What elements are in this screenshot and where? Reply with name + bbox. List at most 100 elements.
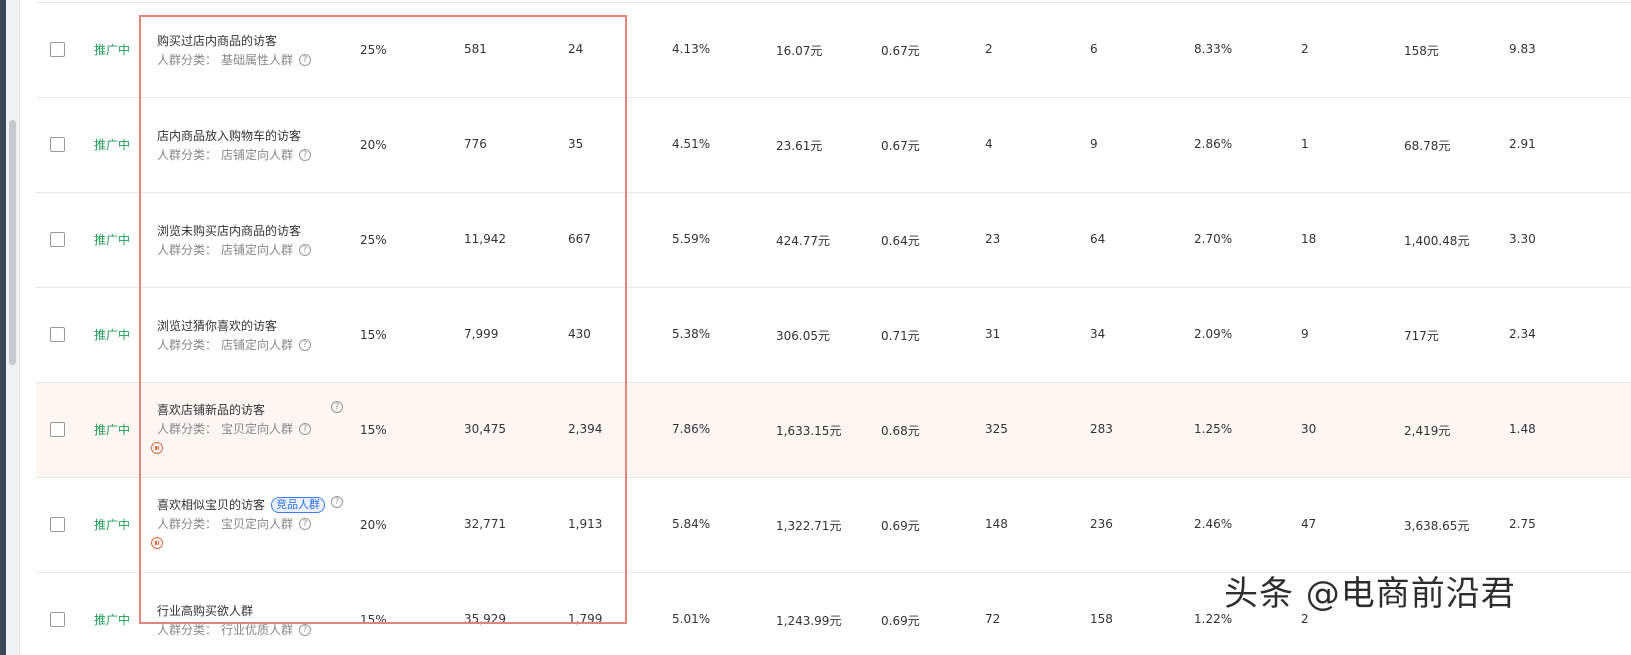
cell-col13: 1,400.48元	[1404, 234, 1470, 248]
cell-col11: 1.25%	[1194, 422, 1233, 436]
row-checkbox[interactable]	[50, 42, 65, 57]
cell-col9: 2	[985, 42, 993, 56]
cell-col13: 158元	[1404, 44, 1439, 58]
cell-col14: 2.75	[1509, 517, 1536, 531]
cell-premium: 20%	[360, 518, 387, 532]
cell-premium: 15%	[360, 423, 387, 437]
cell-col10: 6	[1090, 42, 1098, 56]
cell-ctr: 5.59%	[672, 232, 711, 246]
cell-col11: 2.46%	[1194, 517, 1233, 531]
cell-cpc: 0.67元	[881, 139, 920, 153]
cell-ctr: 5.84%	[672, 517, 711, 531]
row-checkbox[interactable]	[50, 327, 65, 342]
cell-impressions: 30,475	[464, 422, 506, 436]
cell-clicks: 667	[568, 232, 591, 246]
help-icon[interactable]: ?	[299, 338, 312, 351]
cell-cost: 424.77元	[776, 234, 830, 248]
row-checkbox[interactable]	[50, 422, 65, 437]
cell-ctr: 4.13%	[672, 42, 711, 56]
category-value: 宝贝定向人群	[221, 517, 294, 531]
table-row: 推广中 浏览过猜你喜欢的访客 人群分类： 店铺定向人群? 15% 7,999 43…	[36, 288, 1631, 383]
cell-premium: 20%	[360, 138, 387, 152]
cell-impressions: 581	[464, 42, 487, 56]
cell-ctr: 4.51%	[672, 137, 711, 151]
help-icon[interactable]: ?	[299, 148, 312, 161]
cell-cpc: 0.64元	[881, 234, 920, 248]
row-checkbox[interactable]	[50, 232, 65, 247]
status-label: 推广中	[94, 613, 131, 627]
cell-col12: 18	[1301, 232, 1317, 246]
pause-icon[interactable]	[151, 442, 163, 454]
category-value: 店铺定向人群	[221, 243, 294, 257]
cell-ctr: 7.86%	[672, 422, 711, 436]
cell-cpc: 0.71元	[881, 329, 920, 343]
cell-col10: 34	[1090, 327, 1106, 341]
category-value: 店铺定向人群	[221, 338, 294, 352]
cell-impressions: 11,942	[464, 232, 506, 246]
cell-col13: 717元	[1404, 329, 1439, 343]
cell-cpc: 0.69元	[881, 614, 920, 628]
cell-col10: 64	[1090, 232, 1106, 246]
cell-cost: 1,243.99元	[776, 614, 842, 628]
cell-col11: 2.70%	[1194, 232, 1233, 246]
cell-col9: 72	[985, 612, 1001, 626]
crowd-name-text: 店内商品放入购物车的访客	[157, 129, 302, 143]
cell-col10: 9	[1090, 137, 1098, 151]
help-icon[interactable]: ?	[299, 623, 312, 636]
cell-cpc: 0.68元	[881, 424, 920, 438]
left-window-frame	[0, 0, 6, 655]
cell-col10: 236	[1090, 517, 1113, 531]
pause-icon[interactable]	[151, 537, 163, 549]
cell-col14: 9.83	[1509, 42, 1536, 56]
category-value: 宝贝定向人群	[221, 422, 294, 436]
help-icon[interactable]: ?	[299, 53, 312, 66]
table-row: 推广中 喜欢相似宝贝的访客 竞品人群 ? 人群分类： 宝贝定向人群? 20% 32,…	[36, 478, 1631, 573]
row-checkbox[interactable]	[50, 612, 65, 627]
crowd-name: 浏览过猜你喜欢的访客	[157, 317, 277, 334]
crowd-name-text: 浏览过猜你喜欢的访客	[157, 319, 278, 333]
cell-cost: 23.61元	[776, 139, 823, 153]
cell-col10: 283	[1090, 422, 1113, 436]
cell-cost: 306.05元	[776, 329, 830, 343]
help-icon[interactable]: ?	[299, 422, 312, 435]
crowd-name-text: 浏览未购买店内商品的访客	[157, 224, 302, 238]
cell-impressions: 776	[464, 137, 487, 151]
help-icon[interactable]: ?	[331, 401, 343, 413]
help-icon[interactable]: ?	[331, 496, 343, 508]
cell-ctr: 5.38%	[672, 327, 711, 341]
row-checkbox[interactable]	[50, 517, 65, 532]
table-row: 推广中 店内商品放入购物车的访客 人群分类： 店铺定向人群? 20% 776 35…	[36, 98, 1631, 193]
table-row-highlighted: 推广中 喜欢店铺新品的访客 ? 人群分类： 宝贝定向人群? 15% 30,475 …	[36, 383, 1631, 478]
help-icon[interactable]: ?	[299, 243, 312, 256]
crowd-name: 店内商品放入购物车的访客	[157, 127, 301, 144]
help-icon[interactable]: ?	[299, 517, 312, 530]
cell-premium: 25%	[360, 233, 387, 247]
crowd-name-text: 喜欢店铺新品的访客	[157, 403, 266, 417]
cell-cost: 1,322.71元	[776, 519, 842, 533]
crowd-name: 购买过店内商品的访客	[157, 32, 277, 49]
crowd-category: 人群分类： 店铺定向人群?	[157, 241, 312, 258]
cell-col11: 8.33%	[1194, 42, 1233, 56]
crowd-category: 人群分类： 宝贝定向人群?	[157, 420, 312, 437]
cell-cost: 16.07元	[776, 44, 823, 58]
cell-col14: 2.34	[1509, 327, 1536, 341]
category-prefix: 人群分类：	[157, 148, 218, 162]
cell-col13: 3,638.65元	[1404, 519, 1470, 533]
crowd-name-text: 行业高购买欲人群	[157, 604, 254, 618]
crowd-name: 喜欢店铺新品的访客	[157, 401, 265, 418]
cell-impressions: 32,771	[464, 517, 506, 531]
category-prefix: 人群分类：	[157, 243, 218, 257]
category-prefix: 人群分类：	[157, 422, 218, 436]
cell-ctr: 5.01%	[672, 612, 711, 626]
status-label: 推广中	[94, 328, 131, 342]
crowd-name-text: 喜欢相似宝贝的访客	[157, 498, 266, 512]
category-prefix: 人群分类：	[157, 623, 218, 637]
row-checkbox[interactable]	[50, 137, 65, 152]
scrollbar-thumb[interactable]	[9, 120, 16, 365]
cell-col13: 2,419元	[1404, 424, 1451, 438]
cell-clicks: 2,394	[568, 422, 603, 436]
category-value: 行业优质人群	[221, 623, 294, 637]
cell-col14: 1.48	[1509, 422, 1536, 436]
cell-col11: 1.22%	[1194, 612, 1233, 626]
cell-premium: 15%	[360, 328, 387, 342]
